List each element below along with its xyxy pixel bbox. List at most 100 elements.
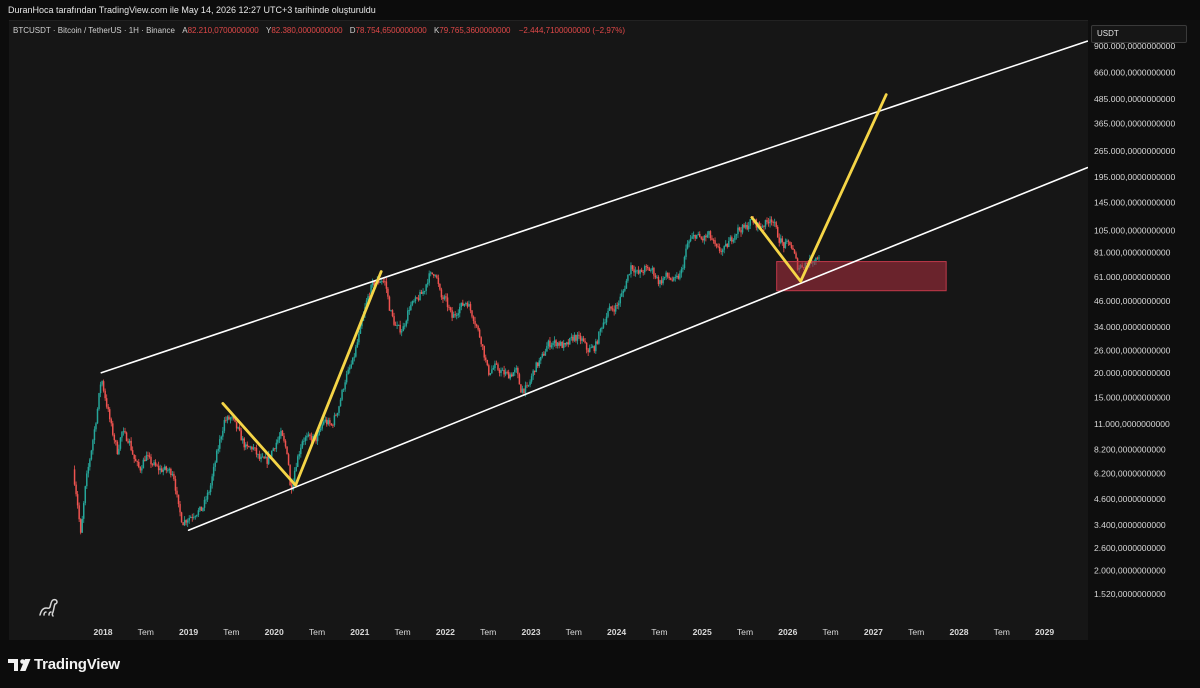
tradingview-logo[interactable]: TradingView — [8, 656, 120, 673]
candle-body — [489, 373, 492, 375]
candle-body — [300, 447, 302, 455]
x-tick-label: Tem — [822, 627, 838, 637]
candle-body — [223, 420, 226, 431]
candle-body — [303, 441, 305, 442]
candle-body — [92, 440, 94, 451]
candle-body — [498, 369, 501, 373]
candle-body — [329, 420, 331, 424]
candle-body — [778, 237, 780, 243]
candle-body — [446, 297, 449, 308]
candle-body — [286, 446, 288, 455]
candle-body — [566, 342, 568, 345]
candle-body — [215, 450, 218, 463]
candle-body — [575, 334, 577, 341]
candle-body — [744, 224, 747, 228]
candle-body — [134, 458, 137, 462]
candle-body — [145, 455, 148, 462]
candle-body — [694, 235, 696, 239]
symbol-title: BTCUSDT · Bitcoin / TetherUS · 1H · Bina… — [13, 26, 175, 35]
candle-body — [523, 388, 525, 393]
candle-body — [410, 304, 412, 311]
candle-body — [116, 441, 119, 455]
candle-body — [773, 222, 776, 224]
candle-body — [459, 306, 461, 314]
candle-body — [601, 327, 603, 329]
attribution-text: DuranHoca tarafından TradingView.com ile… — [8, 5, 376, 15]
chart-area[interactable] — [9, 20, 1088, 641]
candle-body — [182, 522, 184, 526]
candle-body — [650, 269, 652, 271]
candle-body — [345, 374, 348, 383]
candle-body — [121, 431, 123, 438]
candle-body — [637, 270, 640, 274]
candle-body — [587, 349, 589, 353]
candle-body — [680, 269, 683, 274]
price-chart[interactable]: 1.520,0000000000 2.000,0000000000 2.600,00… — [0, 0, 1200, 640]
candle-body — [165, 466, 168, 471]
candle-body — [465, 303, 467, 304]
candle-body — [595, 341, 597, 352]
candle-body — [772, 221, 774, 223]
candle-body — [309, 434, 311, 437]
candle-body — [614, 305, 617, 312]
candle-body — [197, 510, 200, 515]
candle-body — [157, 465, 160, 471]
candle-body — [674, 277, 677, 278]
candle-body — [628, 274, 631, 275]
y-tick-label: 11.000,0000000000 — [1094, 419, 1170, 429]
symbol-legend[interactable]: BTCUSDT · Bitcoin / TetherUS · 1H · Bina… — [13, 26, 625, 35]
currency-button[interactable]: USDT — [1091, 25, 1187, 43]
price-axis[interactable] — [1088, 20, 1200, 640]
candle-body — [180, 512, 183, 523]
dino-icon[interactable] — [36, 596, 60, 618]
y-tick-label: 34.000,0000000000 — [1094, 322, 1171, 332]
candle-body — [292, 481, 294, 490]
candle-body — [125, 432, 128, 442]
candle-body — [486, 359, 489, 366]
y-tick-label: 1.520,0000000000 — [1094, 589, 1166, 599]
candle-body — [350, 364, 352, 368]
candle-body — [726, 243, 729, 248]
y-tick-label: 4.600,0000000000 — [1094, 494, 1166, 504]
candle-body — [361, 320, 363, 327]
time-axis[interactable]: 2018 Tem 2019 Tem 2020 Tem 2021 Tem 2022 Tem 2023 T… — [0, 622, 1088, 642]
candle-body — [596, 341, 599, 344]
candle-body — [546, 346, 548, 352]
candle-body — [274, 448, 276, 450]
candle-body — [133, 454, 135, 459]
candle-body — [731, 237, 733, 242]
candle-body — [576, 334, 579, 341]
candle-body — [170, 468, 172, 476]
candle-body — [682, 268, 684, 270]
candle-body — [524, 385, 527, 393]
drawings — [100, 40, 1088, 532]
candle-body — [359, 326, 362, 334]
candle-body — [108, 409, 111, 420]
candle-body — [251, 446, 253, 450]
candle-body — [677, 275, 680, 279]
candle-body — [162, 469, 164, 472]
close-label: K — [433, 26, 440, 35]
candle-body — [219, 439, 221, 449]
candle-body — [625, 280, 628, 289]
candle-body — [485, 357, 487, 360]
candle-body — [293, 470, 296, 482]
candle-body — [275, 442, 278, 449]
candle-body — [289, 464, 291, 486]
candle-body — [307, 434, 310, 436]
candle-body — [298, 454, 301, 457]
candle-body — [304, 437, 307, 442]
candle-body — [344, 382, 346, 390]
candle-body — [504, 371, 507, 375]
candle-body — [240, 430, 242, 441]
candle-body — [164, 466, 166, 470]
candle-body — [327, 420, 330, 425]
candle-body — [530, 376, 533, 382]
candle-body — [330, 423, 333, 426]
tradingview-logo-icon — [8, 658, 31, 671]
candle-body — [352, 357, 354, 365]
candle-body — [549, 340, 551, 348]
candle-body — [104, 390, 106, 399]
y-tick-label: 8.200,0000000000 — [1094, 444, 1166, 454]
candle-body — [561, 341, 563, 348]
